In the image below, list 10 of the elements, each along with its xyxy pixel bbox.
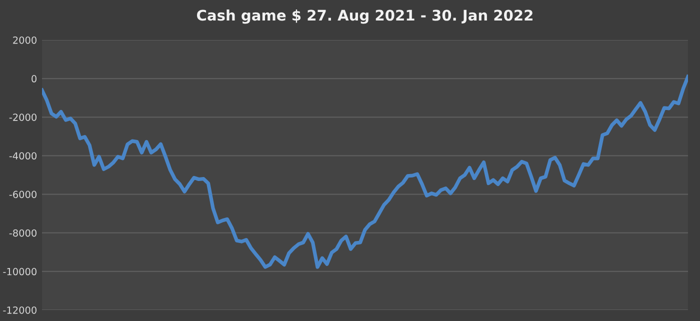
y-tick-label: -8000	[9, 229, 36, 237]
y-tick-label: -10000	[3, 268, 36, 276]
y-tick-label: 0	[32, 75, 36, 82]
y-tick-label: 2000	[13, 36, 36, 44]
y-tick-label: -12000	[3, 306, 36, 314]
y-tick-label: -4000	[9, 152, 36, 160]
line-series	[42, 74, 688, 269]
y-tick-label: -2000	[9, 114, 36, 121]
y-tick-label: -6000	[9, 190, 36, 198]
chart-title: Cash game $ 27. Aug 2021 - 30. Jan 2022	[197, 9, 532, 24]
